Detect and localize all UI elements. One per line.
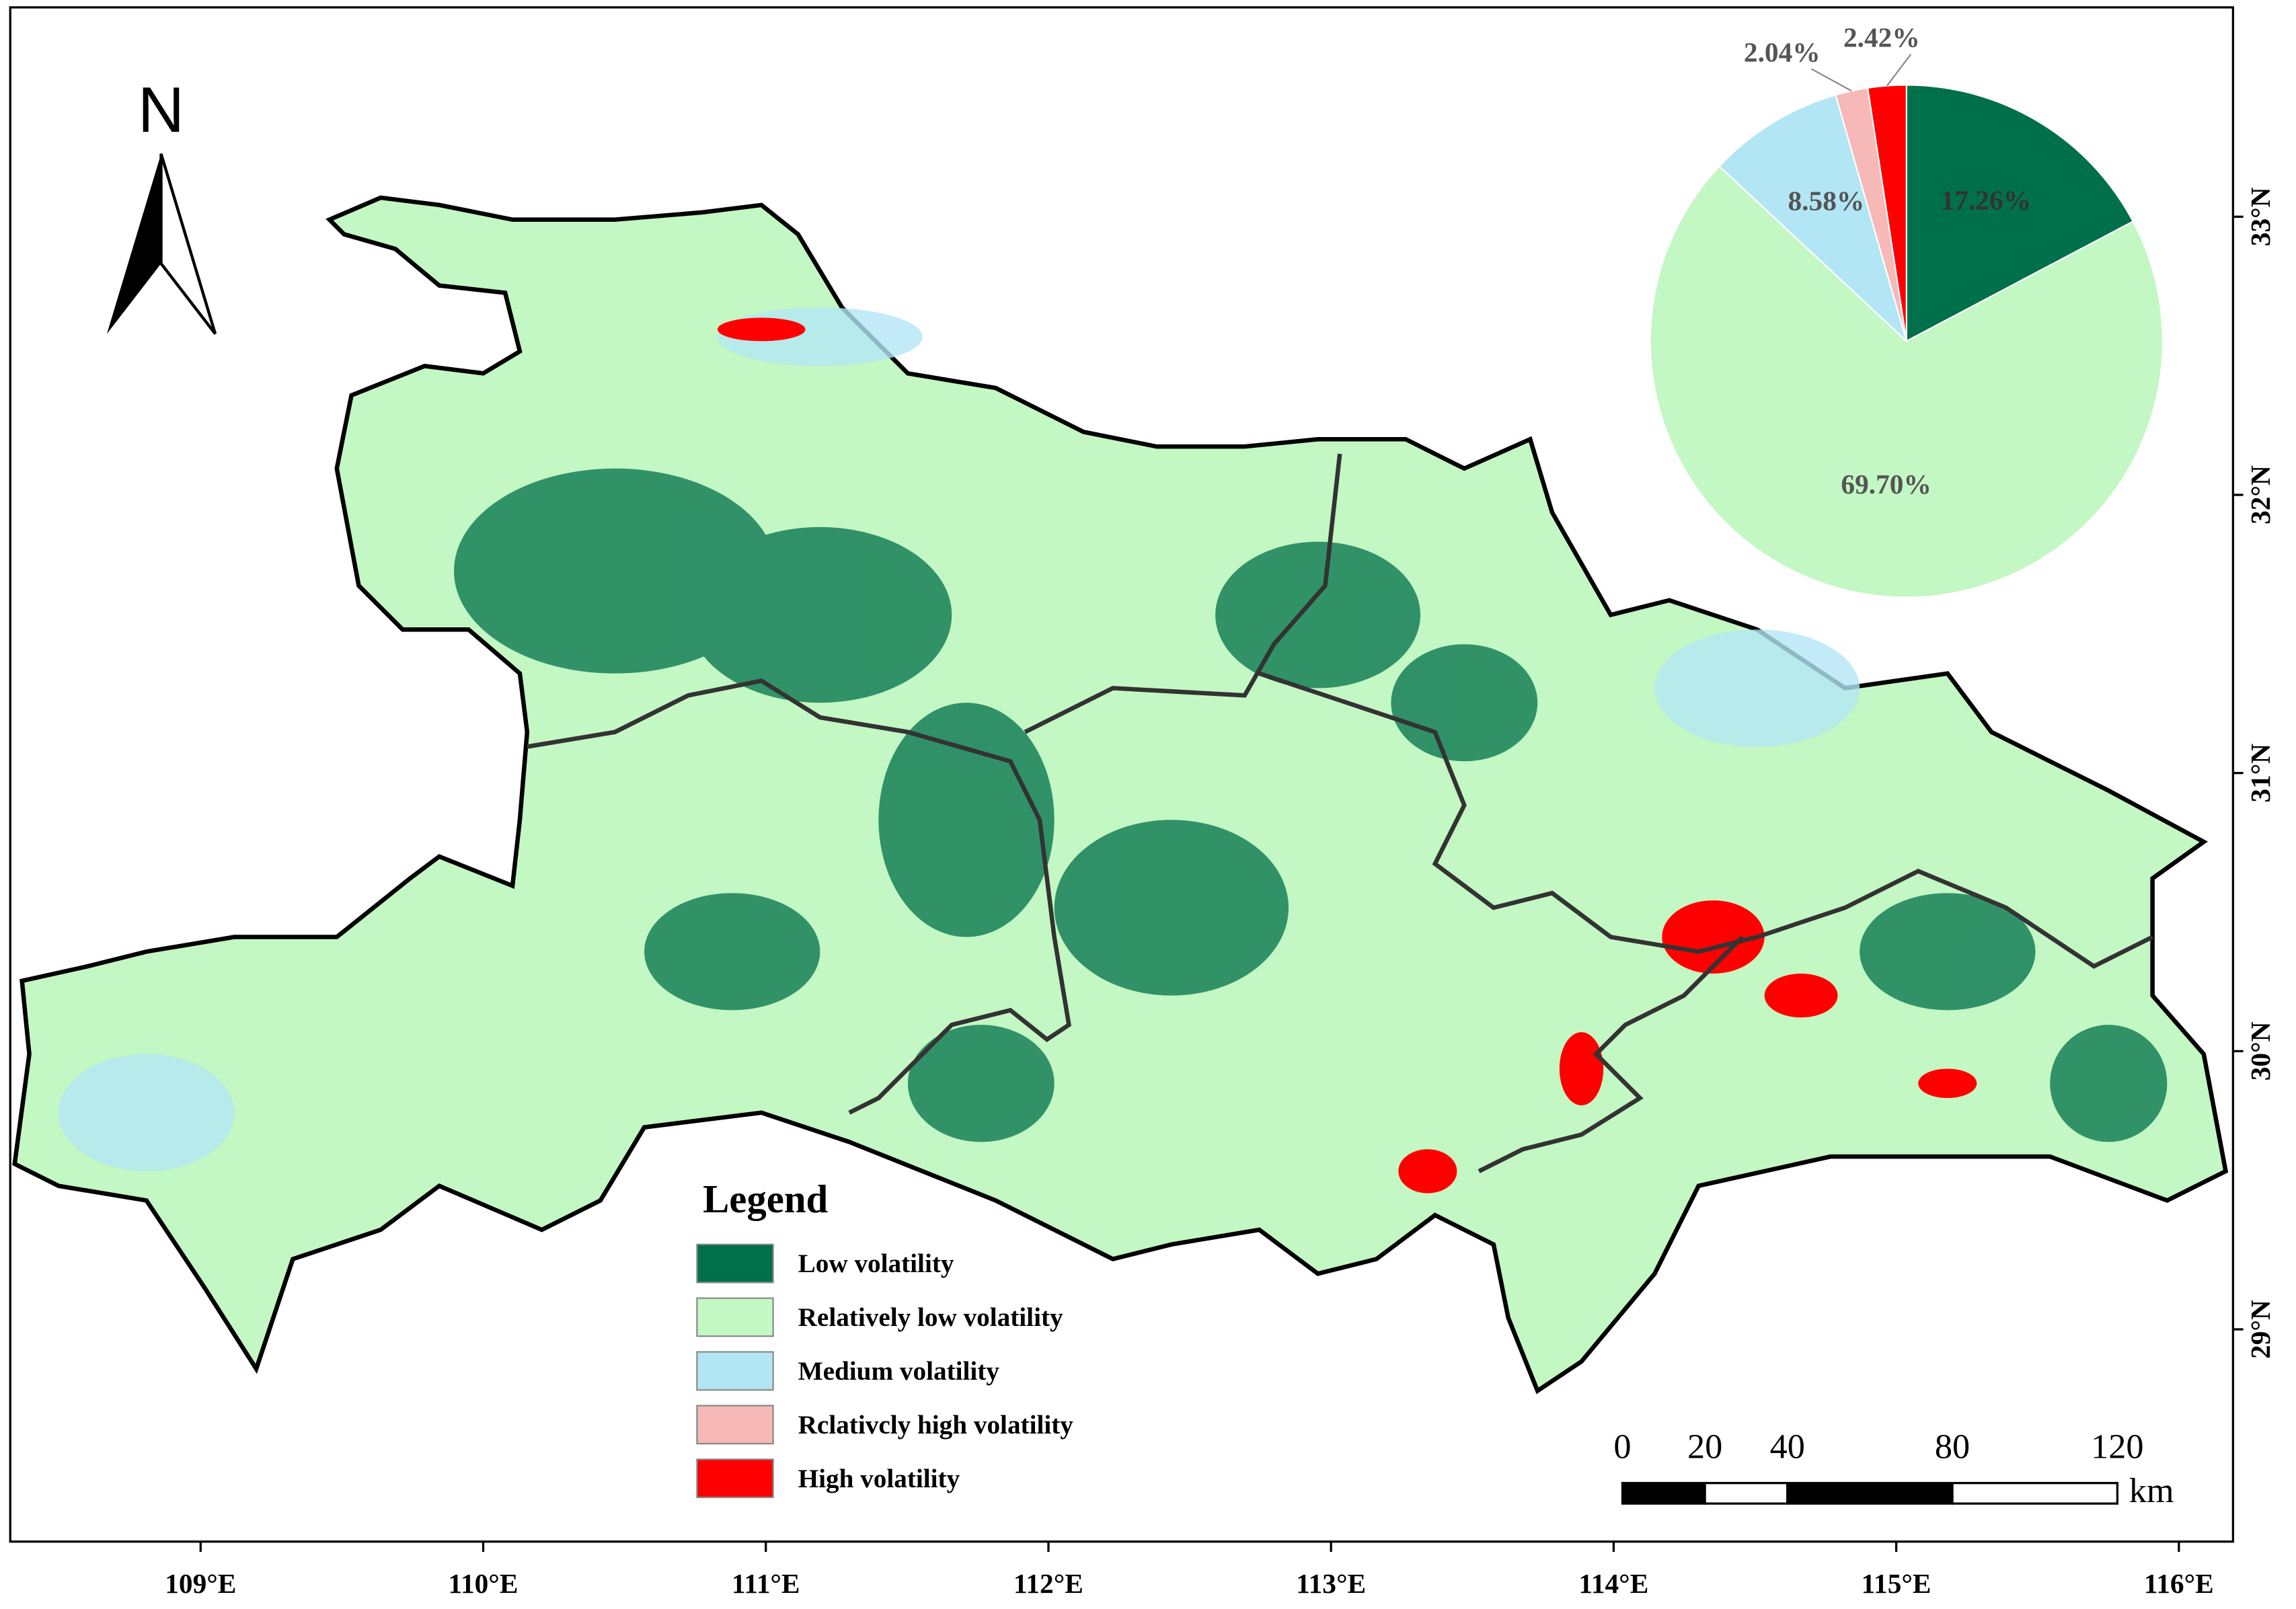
coordinate-ticks: 109°E 110°E 111°E 112°E 113°E 114°E 115°E 116°E…	[165, 187, 2276, 1599]
legend-swatch	[696, 1297, 774, 1337]
medium-volatility-areas	[59, 307, 1860, 1171]
legend-swatch	[696, 1243, 774, 1284]
arrow-right	[159, 153, 217, 335]
lat-label: 29°N	[2245, 1300, 2276, 1359]
region-boundary	[1024, 453, 1342, 734]
legend-swatch	[696, 1458, 774, 1499]
leader-line	[1886, 53, 1912, 87]
legend-label: Medium volatility	[798, 1357, 1000, 1386]
lon-label: 116°E	[2144, 1568, 2214, 1599]
scale-bar: 0 20 40 80 120 km	[1613, 1427, 2174, 1510]
pie-slice	[1649, 165, 2164, 598]
north-label: N	[138, 74, 184, 146]
high-volatility-areas	[717, 317, 1977, 1193]
pie-slice	[1866, 84, 1907, 342]
scale-segment	[1786, 1482, 1954, 1505]
lat-label: 30°N	[2245, 1021, 2276, 1081]
region-boundary	[1258, 671, 2154, 969]
pie-slice	[1905, 84, 2135, 343]
lon-label: 114°E	[1578, 1568, 1648, 1599]
legend: Low volatility Relatively low volatility M…	[696, 1243, 1074, 1499]
lon-label: 109°E	[165, 1568, 236, 1599]
pie-label: 2.04%	[1744, 37, 1821, 68]
region-boundary	[527, 678, 1071, 1115]
pie-label: 69.70%	[1841, 469, 1931, 500]
lon-label: 113°E	[1296, 1568, 1366, 1599]
pie-label: 2.42%	[1843, 22, 1920, 53]
region-boundary	[1478, 935, 1745, 1173]
scale-label: 80	[1935, 1427, 1970, 1466]
legend-swatch	[696, 1351, 774, 1391]
scale-segment	[1951, 1482, 2119, 1505]
legend-label: Rclativcly high volatility	[798, 1411, 1074, 1440]
legend-title: Legend	[703, 1177, 828, 1221]
province-map	[12, 195, 2229, 1395]
legend-label: Low volatility	[798, 1249, 954, 1278]
legend-label: Relatively low volatility	[798, 1303, 1063, 1332]
pie-slice	[1718, 93, 1908, 344]
pie-chart: 17.26% 69.70% 8.58% 2.04% 2.42%	[1649, 22, 2164, 598]
scale-label: 120	[2091, 1427, 2143, 1466]
pie-label: 8.58%	[1788, 185, 1865, 216]
scale-unit: km	[2129, 1471, 2174, 1510]
legend-label: High volatility	[798, 1464, 960, 1493]
scale-label: 0	[1613, 1427, 1631, 1466]
leader-line	[1810, 68, 1852, 92]
scale-label: 20	[1687, 1427, 1722, 1466]
scale-segment	[1704, 1482, 1789, 1505]
low-volatility-areas	[453, 468, 2168, 1142]
legend-swatch	[696, 1405, 774, 1445]
lon-label: 112°E	[1013, 1568, 1083, 1599]
lon-label: 115°E	[1862, 1568, 1931, 1599]
lon-label: 110°E	[449, 1568, 519, 1599]
lon-label: 111°E	[732, 1568, 800, 1599]
lat-label: 32°N	[2245, 465, 2276, 524]
scale-segment	[1621, 1482, 1706, 1505]
lat-label: 31°N	[2245, 744, 2276, 803]
scale-label: 40	[1770, 1427, 1805, 1466]
pie-label: 17.26%	[1941, 185, 2031, 216]
lat-label: 33°N	[2245, 187, 2276, 246]
